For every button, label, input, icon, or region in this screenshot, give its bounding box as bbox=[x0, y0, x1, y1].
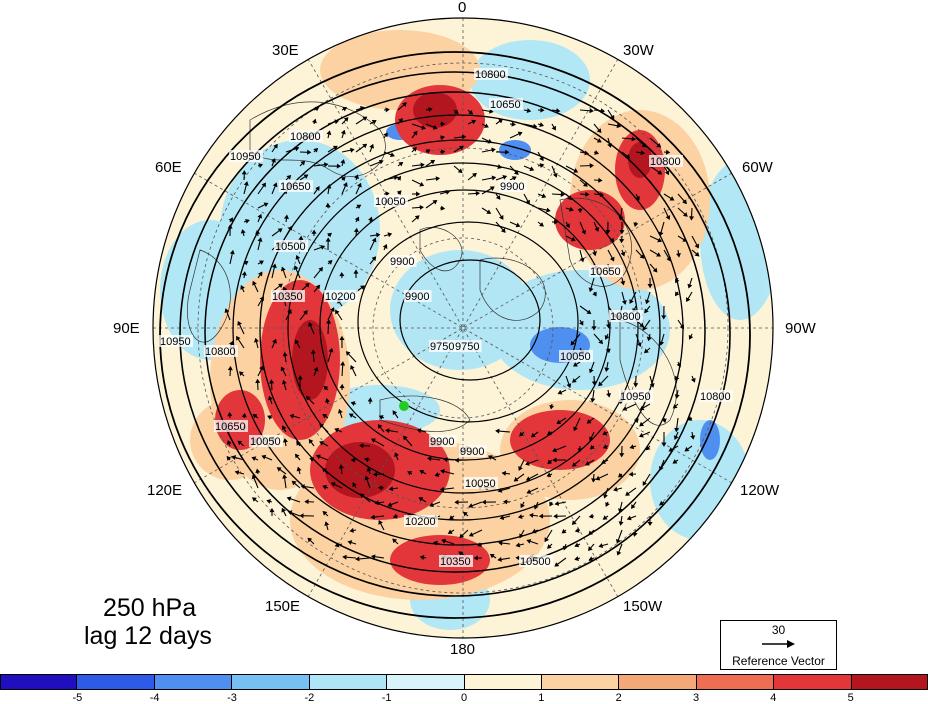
colorbar-tick-label: 3 bbox=[693, 692, 699, 704]
colorbar-tick-label: -5 bbox=[72, 692, 82, 704]
colorbar-border bbox=[0, 674, 928, 690]
contour-label: 10800 bbox=[205, 346, 236, 358]
contour-label: 10650 bbox=[280, 181, 311, 193]
contour-label: 10800 bbox=[290, 131, 321, 143]
lon-label-60e: 60E bbox=[155, 159, 182, 176]
colorbar-tick-label: -2 bbox=[304, 692, 314, 704]
lon-label-120e: 120E bbox=[147, 482, 182, 499]
contour-label: 9900 bbox=[460, 446, 484, 458]
colorbar-tick-label: 0 bbox=[461, 692, 467, 704]
lon-label-0: 0 bbox=[458, 0, 466, 16]
pressure-level-label: 250 hPa bbox=[103, 594, 196, 622]
contour-label: 10800 bbox=[610, 311, 641, 323]
lon-label-30w: 30W bbox=[623, 42, 654, 59]
contour-label: 9900 bbox=[430, 436, 454, 448]
reference-arrow-icon bbox=[761, 637, 797, 651]
contour-label: 10950 bbox=[230, 151, 261, 163]
contour-label: 10800 bbox=[650, 156, 681, 168]
colorbar-tick-label: -4 bbox=[150, 692, 160, 704]
lon-label-150w: 150W bbox=[623, 598, 662, 615]
contour-label: 10500 bbox=[520, 556, 551, 568]
contour-label: 9900 bbox=[390, 256, 414, 268]
contour-label: 9750 bbox=[430, 341, 454, 353]
contour-label: 10050 bbox=[560, 351, 591, 363]
contour-label: 10350 bbox=[272, 291, 303, 303]
lon-label-30e: 30E bbox=[272, 42, 299, 59]
colorbar-tick-label: 2 bbox=[616, 692, 622, 704]
lon-label-150e: 150E bbox=[265, 598, 300, 615]
contour-label: 10650 bbox=[590, 266, 621, 278]
lon-label-90w: 90W bbox=[785, 320, 816, 337]
contour-label: 10500 bbox=[275, 241, 306, 253]
colorbar-tick-label: 1 bbox=[538, 692, 544, 704]
contour-label: 10050 bbox=[375, 196, 406, 208]
location-marker bbox=[399, 401, 409, 411]
contour-label: 10950 bbox=[160, 336, 191, 348]
contour-label: 10050 bbox=[250, 436, 281, 448]
contour-label: 10050 bbox=[465, 478, 496, 490]
colorbar-tick-label: -3 bbox=[227, 692, 237, 704]
contour-label: 10800 bbox=[700, 391, 731, 403]
reference-vector-value: 30 bbox=[721, 623, 836, 637]
reference-vector-box: 30 Reference Vector bbox=[720, 620, 837, 670]
colorbar-tick-label: 5 bbox=[848, 692, 854, 704]
lon-label-120w: 120W bbox=[740, 482, 779, 499]
contour-label: 9900 bbox=[405, 291, 429, 303]
colorbar-tick-label: 4 bbox=[770, 692, 776, 704]
lon-label-60w: 60W bbox=[742, 159, 773, 176]
contour-label: 10800 bbox=[475, 69, 506, 81]
lon-label-90e: 90E bbox=[113, 320, 140, 337]
contour-label: 9900 bbox=[500, 181, 524, 193]
contour-label: 10650 bbox=[215, 421, 246, 433]
contour-label: 10200 bbox=[325, 291, 356, 303]
contour-label: 10950 bbox=[620, 391, 651, 403]
lag-label: lag 12 days bbox=[84, 622, 212, 650]
lon-label-180: 180 bbox=[450, 641, 475, 658]
contour-label: 10650 bbox=[490, 99, 521, 111]
contour-label: 9750 bbox=[455, 341, 479, 353]
colorbar-tick-label: -1 bbox=[382, 692, 392, 704]
reference-vector-caption: Reference Vector bbox=[721, 654, 836, 668]
contour-label: 10350 bbox=[440, 556, 471, 568]
contour-label: 10200 bbox=[405, 516, 436, 528]
